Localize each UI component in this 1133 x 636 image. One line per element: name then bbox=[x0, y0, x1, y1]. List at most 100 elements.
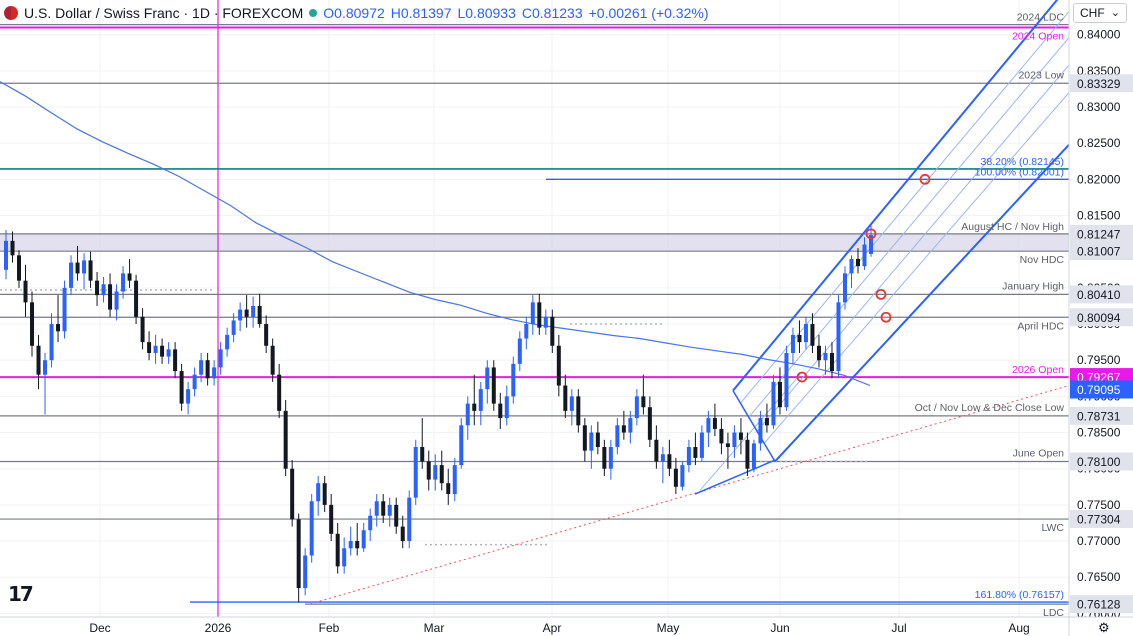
candle-body bbox=[199, 360, 204, 375]
candle-body bbox=[595, 432, 600, 448]
level-label: 38.20% (0.82145) bbox=[981, 156, 1064, 168]
level-label: 2026 Open bbox=[1012, 364, 1064, 376]
candle-body bbox=[589, 432, 594, 451]
support-trendline bbox=[309, 385, 1069, 605]
candle-body bbox=[608, 447, 613, 469]
candle-body bbox=[166, 349, 171, 357]
candle-body bbox=[283, 410, 288, 469]
candles bbox=[3, 222, 874, 603]
candle-body bbox=[855, 258, 860, 267]
candle-body bbox=[868, 235, 874, 254]
candle-body bbox=[686, 447, 691, 466]
y-tick-label: 0.83000 bbox=[1077, 100, 1121, 114]
candle-body bbox=[849, 258, 854, 274]
candle-body bbox=[478, 389, 483, 411]
level-label: August HC / Nov High bbox=[961, 221, 1064, 233]
y-tick-label: 0.79500 bbox=[1077, 353, 1121, 367]
candle-body bbox=[335, 533, 340, 567]
candle-body bbox=[576, 396, 581, 426]
price-label: 0.80410 bbox=[1077, 288, 1121, 302]
candle-body bbox=[829, 352, 834, 372]
candle-body bbox=[491, 367, 496, 404]
candle-body bbox=[270, 345, 275, 375]
candle-body bbox=[322, 483, 327, 505]
price-label: 0.83329 bbox=[1077, 77, 1121, 91]
candle-body bbox=[511, 363, 516, 397]
candle-body bbox=[797, 334, 802, 343]
candle-body bbox=[680, 465, 685, 487]
currency-select[interactable]: CHF ⌄ bbox=[1073, 3, 1127, 23]
candle-body bbox=[498, 403, 503, 419]
candle-body bbox=[641, 396, 646, 408]
price-label-box bbox=[1070, 510, 1133, 529]
y-tick-label: 0.84000 bbox=[1077, 28, 1121, 42]
candle-body bbox=[615, 425, 620, 448]
candle-body bbox=[836, 302, 841, 372]
symbol-flag-icon bbox=[4, 6, 18, 20]
candle-body bbox=[712, 418, 717, 429]
candle-body bbox=[329, 504, 334, 534]
resistance-zone bbox=[0, 233, 1069, 252]
level-test-marker bbox=[865, 228, 877, 240]
chart-title: U.S. Dollar / Swiss Franc · 1D · FOREXCO… bbox=[24, 5, 304, 21]
candle-body bbox=[179, 371, 184, 404]
level-test-marker bbox=[796, 371, 808, 383]
candle-body bbox=[810, 324, 815, 346]
candle-body bbox=[465, 403, 470, 426]
level-test-marker bbox=[875, 288, 887, 300]
x-tick-label: Jun bbox=[770, 621, 789, 635]
candle-body bbox=[504, 396, 509, 419]
candle-body bbox=[56, 324, 61, 332]
candle-body bbox=[173, 349, 178, 372]
candle-body bbox=[290, 468, 295, 520]
candle-body bbox=[751, 443, 756, 469]
candle-body bbox=[602, 447, 607, 469]
candle-body bbox=[23, 280, 28, 303]
candle-body bbox=[569, 396, 574, 411]
price-label-box bbox=[1070, 308, 1133, 327]
currency-value: CHF bbox=[1080, 6, 1105, 20]
candle-body bbox=[537, 302, 542, 328]
candle-body bbox=[108, 284, 113, 310]
price-label-box bbox=[1070, 242, 1133, 261]
candle-body bbox=[621, 425, 626, 433]
channel-inner-line bbox=[755, 64, 1069, 433]
price-label-box bbox=[1070, 380, 1133, 399]
y-tick-label: 0.77000 bbox=[1077, 534, 1121, 548]
channel-base-left bbox=[694, 459, 776, 495]
y-axis: 0.840000.835000.830000.825000.820000.815… bbox=[1068, 0, 1133, 636]
candle-body bbox=[459, 425, 464, 466]
candle-body bbox=[706, 418, 711, 433]
candle-body bbox=[647, 407, 652, 440]
price-label-box bbox=[1070, 452, 1133, 471]
price-label-box bbox=[1070, 285, 1133, 304]
candle-body bbox=[420, 447, 425, 462]
channel-boundary bbox=[732, 0, 1059, 392]
candle-body bbox=[95, 280, 100, 296]
candle-body bbox=[582, 425, 587, 451]
candle-body bbox=[218, 349, 223, 368]
candle-body bbox=[114, 291, 119, 310]
level-test-marker bbox=[880, 311, 892, 323]
candle-body bbox=[160, 345, 165, 357]
y-tick-label: 0.76500 bbox=[1077, 570, 1121, 584]
candle-body bbox=[413, 447, 418, 498]
level-label: January High bbox=[1002, 280, 1064, 292]
candle-body bbox=[257, 305, 262, 325]
candle-body bbox=[771, 381, 776, 426]
moving-average bbox=[0, 81, 871, 387]
settings-gear-icon[interactable]: ⚙ bbox=[1098, 620, 1110, 635]
candle-body bbox=[790, 334, 795, 353]
price-label: 0.81007 bbox=[1077, 245, 1121, 259]
candle-body bbox=[62, 287, 67, 332]
candle-body bbox=[3, 240, 9, 270]
markers bbox=[796, 173, 931, 383]
price-label-box bbox=[1070, 406, 1133, 425]
candle-body bbox=[296, 519, 301, 589]
candle-body bbox=[725, 443, 730, 448]
tradingview-logo: 17 bbox=[8, 582, 34, 606]
chart-header: U.S. Dollar / Swiss Franc · 1D · FOREXCO… bbox=[0, 0, 708, 26]
candle-body bbox=[556, 345, 561, 386]
candle-body bbox=[654, 439, 659, 462]
